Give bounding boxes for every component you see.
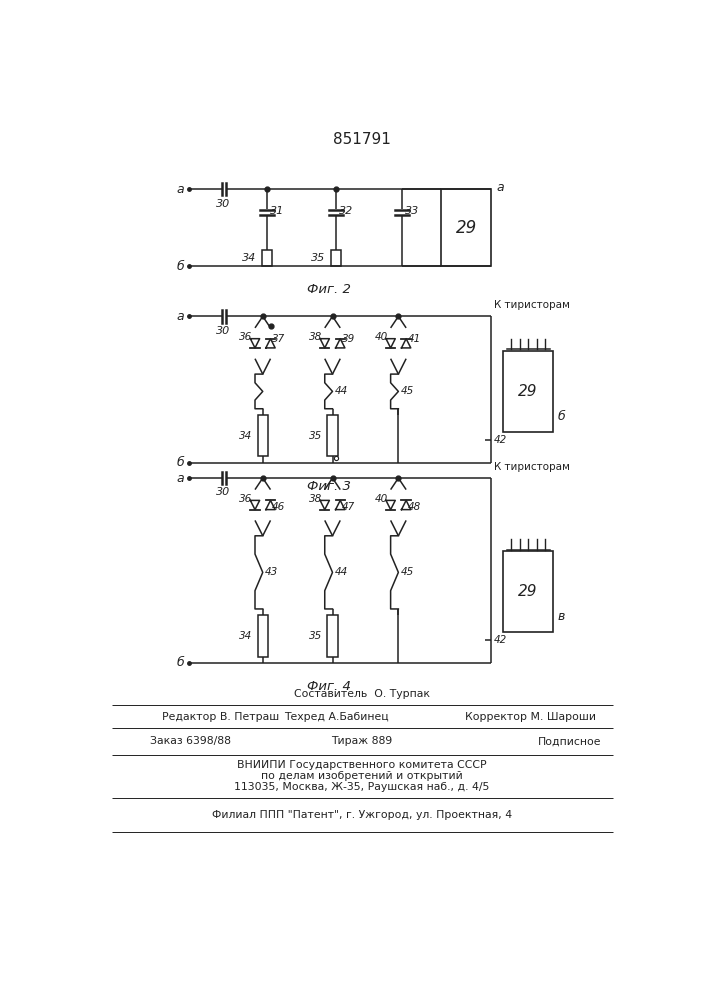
Text: 30: 30 (216, 326, 230, 336)
Text: 29: 29 (518, 384, 538, 399)
Bar (441, 189, 491, 266)
Text: б: б (177, 656, 185, 669)
Text: 851791: 851791 (333, 132, 391, 147)
Text: 31: 31 (270, 206, 284, 216)
Text: 34: 34 (242, 253, 256, 263)
Text: 29: 29 (518, 584, 538, 599)
Text: 38: 38 (309, 494, 322, 504)
Text: 113035, Москва, Ж-35, Раушская наб., д. 4/5: 113035, Москва, Ж-35, Раушская наб., д. … (234, 782, 490, 792)
Text: 44: 44 (335, 567, 348, 577)
Text: К тиристорам: К тиристорам (493, 300, 570, 310)
Text: 36: 36 (240, 332, 252, 342)
Text: Тираж 889: Тираж 889 (332, 736, 392, 746)
Text: б: б (557, 410, 565, 423)
Text: а: а (177, 310, 185, 323)
Text: в: в (557, 610, 565, 623)
Text: Составитель  О. Турпак: Составитель О. Турпак (294, 689, 430, 699)
Text: б: б (177, 456, 185, 469)
Text: Фиг. 2: Фиг. 2 (307, 283, 351, 296)
Text: а: а (177, 472, 185, 485)
Bar (332, 250, 341, 266)
Text: 40: 40 (375, 494, 388, 504)
Text: 36: 36 (240, 494, 252, 504)
Bar (503, 351, 554, 432)
Bar (262, 250, 271, 266)
Text: 32: 32 (339, 206, 354, 216)
Text: Редактор В. Петраш: Редактор В. Петраш (162, 712, 279, 722)
Text: 34: 34 (240, 431, 252, 441)
Bar (503, 551, 554, 632)
Text: 47: 47 (341, 502, 355, 512)
Text: 29: 29 (455, 219, 477, 237)
Text: б: б (177, 260, 185, 273)
Text: 45: 45 (401, 386, 414, 396)
Text: 42: 42 (493, 635, 507, 645)
Text: Корректор М. Шароши: Корректор М. Шароши (464, 712, 595, 722)
Text: 46: 46 (272, 502, 286, 512)
Text: 30: 30 (216, 199, 230, 209)
Text: 35: 35 (309, 431, 322, 441)
Text: Фиг. 4: Фиг. 4 (307, 680, 351, 693)
Text: а: а (496, 181, 503, 194)
Text: 44: 44 (335, 386, 348, 396)
Text: 43: 43 (265, 567, 279, 577)
Text: 48: 48 (408, 502, 421, 512)
Text: 38: 38 (309, 332, 322, 342)
Text: ВНИИПИ Государственного комитета СССР: ВНИИПИ Государственного комитета СССР (237, 760, 486, 770)
Text: 35: 35 (309, 631, 322, 641)
Bar (327, 415, 337, 456)
Text: Заказ 6398/88: Заказ 6398/88 (151, 736, 231, 746)
Text: 39: 39 (341, 334, 355, 344)
Text: К тиристорам: К тиристорам (493, 462, 570, 472)
Text: 41: 41 (408, 334, 421, 344)
Text: а: а (177, 183, 185, 196)
Text: 40: 40 (375, 332, 388, 342)
Bar (258, 615, 268, 657)
Text: Техред А.Бабинец: Техред А.Бабинец (284, 712, 389, 722)
Bar (258, 415, 268, 456)
Text: 33: 33 (405, 206, 419, 216)
Bar (327, 615, 337, 657)
Text: 35: 35 (311, 253, 325, 263)
Text: 37: 37 (272, 334, 286, 344)
Text: Фиг. 3: Фиг. 3 (307, 480, 351, 493)
Text: 42: 42 (493, 435, 507, 445)
Text: 34: 34 (240, 631, 252, 641)
Text: 45: 45 (401, 567, 414, 577)
Text: Филиал ППП "Патент", г. Ужгород, ул. Проектная, 4: Филиал ППП "Патент", г. Ужгород, ул. Про… (212, 810, 512, 820)
Text: Подписное: Подписное (538, 736, 602, 746)
Text: по делам изобретений и открытий: по делам изобретений и открытий (261, 771, 463, 781)
Text: 30: 30 (216, 487, 230, 497)
